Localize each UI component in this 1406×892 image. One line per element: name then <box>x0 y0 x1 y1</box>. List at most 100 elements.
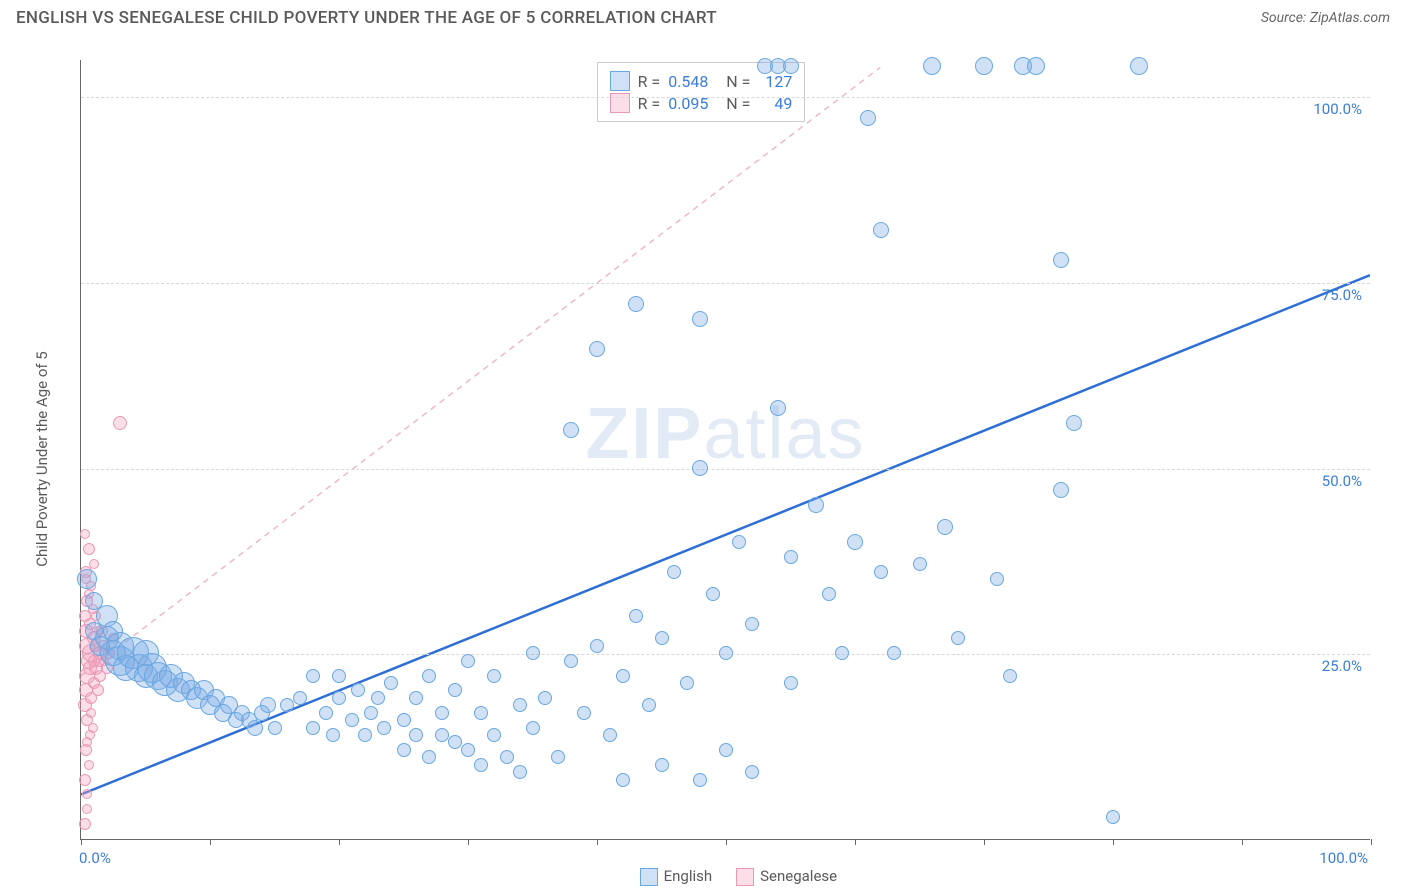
scatter-point-english <box>667 565 681 579</box>
scatter-point-english <box>655 758 669 772</box>
scatter-point-senegalese <box>84 760 94 770</box>
y-tick-label: 25.0% <box>1322 657 1362 675</box>
scatter-point-english <box>616 669 630 683</box>
scatter-point-english <box>409 691 423 705</box>
scatter-point-english <box>770 400 786 416</box>
scatter-point-english <box>345 713 359 727</box>
scatter-point-english <box>247 720 263 736</box>
chart-container: Child Poverty Under the Age of 5 ZIPatla… <box>50 40 1390 860</box>
scatter-point-senegalese <box>89 559 99 569</box>
scatter-point-english <box>1066 415 1082 431</box>
scatter-point-english <box>706 587 720 601</box>
series-legend-item: Senegalese <box>736 867 837 886</box>
scatter-point-english <box>526 721 540 735</box>
scatter-point-english <box>564 654 578 668</box>
scatter-point-english <box>873 222 889 238</box>
scatter-point-english <box>364 706 378 720</box>
scatter-point-english <box>577 706 591 720</box>
scatter-point-english <box>784 550 798 564</box>
scatter-point-english <box>513 698 527 712</box>
scatter-point-english <box>448 683 462 697</box>
scatter-point-english <box>461 654 475 668</box>
scatter-point-english <box>293 691 307 705</box>
scatter-point-english <box>680 676 694 690</box>
scatter-point-english <box>77 569 97 589</box>
y-tick-label: 100.0% <box>1313 100 1362 118</box>
scatter-point-english <box>808 497 824 513</box>
scatter-point-english <box>692 311 708 327</box>
scatter-point-english <box>628 296 644 312</box>
scatter-point-english <box>589 341 605 357</box>
scatter-point-english <box>1130 57 1148 75</box>
scatter-point-senegalese <box>82 737 92 747</box>
scatter-point-english <box>474 758 488 772</box>
legend-row: R =0.095N =49 <box>610 93 793 113</box>
scatter-point-english <box>745 617 759 631</box>
scatter-point-english <box>693 773 707 787</box>
scatter-point-english <box>351 683 365 697</box>
x-tick <box>1113 839 1114 845</box>
x-tick <box>81 839 82 845</box>
plot-area: ZIPatlas R =0.548N =127R =0.095N =49 25.… <box>80 60 1370 840</box>
scatter-point-english <box>783 58 799 74</box>
scatter-point-english <box>461 743 475 757</box>
scatter-point-english <box>409 728 423 742</box>
scatter-point-english <box>551 750 565 764</box>
scatter-point-english <box>1053 252 1069 268</box>
scatter-point-english <box>655 631 669 645</box>
scatter-point-senegalese <box>113 416 127 430</box>
scatter-point-english <box>397 713 411 727</box>
scatter-point-english <box>448 735 462 749</box>
scatter-point-english <box>629 609 643 623</box>
scatter-point-senegalese <box>88 655 100 667</box>
scatter-point-english <box>526 646 540 660</box>
scatter-point-english <box>319 706 333 720</box>
x-tick <box>1242 839 1243 845</box>
scatter-point-english <box>538 691 552 705</box>
scatter-point-english <box>500 750 514 764</box>
scatter-point-english <box>847 534 863 550</box>
trend-line-english <box>81 275 1370 794</box>
scatter-point-english <box>860 110 876 126</box>
scatter-point-senegalese <box>92 684 104 696</box>
gridline <box>81 469 1370 470</box>
scatter-point-english <box>951 631 965 645</box>
x-tick <box>339 839 340 845</box>
scatter-point-senegalese <box>88 723 98 733</box>
legend-r-label: R = <box>638 72 661 91</box>
scatter-point-english <box>874 565 888 579</box>
legend-swatch <box>610 93 630 113</box>
scatter-point-english <box>435 728 449 742</box>
y-axis-label: Child Poverty Under the Age of 5 <box>33 351 51 567</box>
y-tick-label: 75.0% <box>1322 286 1362 304</box>
x-tick <box>468 839 469 845</box>
scatter-point-english <box>835 646 849 660</box>
scatter-point-english <box>377 721 391 735</box>
watermark: ZIPatlas <box>585 393 865 475</box>
series-legend-label: English <box>664 867 713 885</box>
scatter-point-english <box>487 728 501 742</box>
scatter-point-english <box>487 669 501 683</box>
scatter-point-senegalese <box>80 529 90 539</box>
scatter-point-english <box>822 587 836 601</box>
scatter-point-english <box>1053 482 1069 498</box>
legend-swatch <box>736 868 754 886</box>
scatter-point-english <box>326 728 340 742</box>
x-tick <box>597 839 598 845</box>
scatter-point-english <box>371 691 385 705</box>
watermark-bold: ZIP <box>585 394 703 474</box>
scatter-point-english <box>719 743 733 757</box>
series-legend: English Senegalese <box>640 867 838 886</box>
x-tick <box>1371 839 1372 845</box>
chart-title: ENGLISH VS SENEGALESE CHILD POVERTY UNDE… <box>16 8 717 28</box>
scatter-point-english <box>384 676 398 690</box>
source-attribution: Source: ZipAtlas.com <box>1261 10 1390 26</box>
legend-swatch <box>610 71 630 91</box>
x-tick <box>855 839 856 845</box>
scatter-point-english <box>280 698 294 712</box>
scatter-point-english <box>358 728 372 742</box>
scatter-point-senegalese <box>82 789 92 799</box>
series-legend-item: English <box>640 867 713 886</box>
scatter-point-senegalese <box>83 543 95 555</box>
y-tick-label: 50.0% <box>1322 472 1362 490</box>
